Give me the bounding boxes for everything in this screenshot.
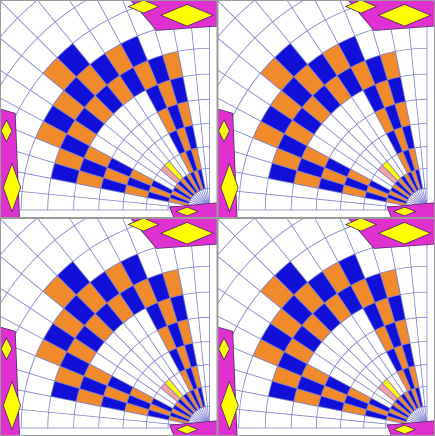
grid-spoke [217,218,428,429]
grid-spoke [0,364,210,429]
pattern-tile-1 [0,0,218,218]
grid-spoke [217,255,428,429]
grid-spoke [0,167,210,211]
grid-spoke [0,122,210,211]
grid-spoke [217,340,428,429]
grid-spoke [217,69,428,211]
grid-spoke [254,218,428,429]
ornament-band [0,0,218,218]
grid-spoke [122,218,210,429]
grid-spoke [286,0,428,211]
pattern-tile-3 [0,218,218,436]
grid-spoke [339,0,428,211]
ornament-band [217,0,435,218]
grid-spoke [217,146,428,211]
grid-spoke [217,0,428,211]
tile-border [0,0,218,218]
grid-spoke [0,146,210,211]
grid-spoke [217,385,428,429]
grid-spoke [0,97,210,211]
grid-spoke [68,0,210,211]
grid-spoke [0,37,210,211]
grid-spoke [217,315,428,429]
grid-spoke [217,122,428,211]
grid-spoke [217,364,428,429]
grid-spoke [122,0,210,211]
grid-spoke [254,0,428,211]
ornament-band [0,218,218,436]
grid-spoke [96,0,210,211]
grid-spoke [0,69,210,211]
grid-spoke [314,0,428,211]
grid-spoke [0,385,210,429]
grid-spoke [0,255,210,429]
grid-spoke [36,0,210,211]
ornament-band [217,218,435,436]
grid-spoke [314,218,428,429]
grid-spoke [68,218,210,429]
grid-spoke [0,315,210,429]
grid-spoke [0,218,210,429]
grid-spoke [217,37,428,211]
grid-spoke [0,0,210,211]
grid-spoke [36,218,210,429]
grid-spoke [0,287,210,429]
grid-spoke [96,218,210,429]
pattern-tile-4 [217,218,435,436]
grid-spoke [0,340,210,429]
pattern-tile-2 [217,0,435,218]
grid-spoke [286,218,428,429]
grid-spoke [217,97,428,211]
grid-spoke [339,218,428,429]
grid-spoke [217,167,428,211]
grid-spoke [217,287,428,429]
